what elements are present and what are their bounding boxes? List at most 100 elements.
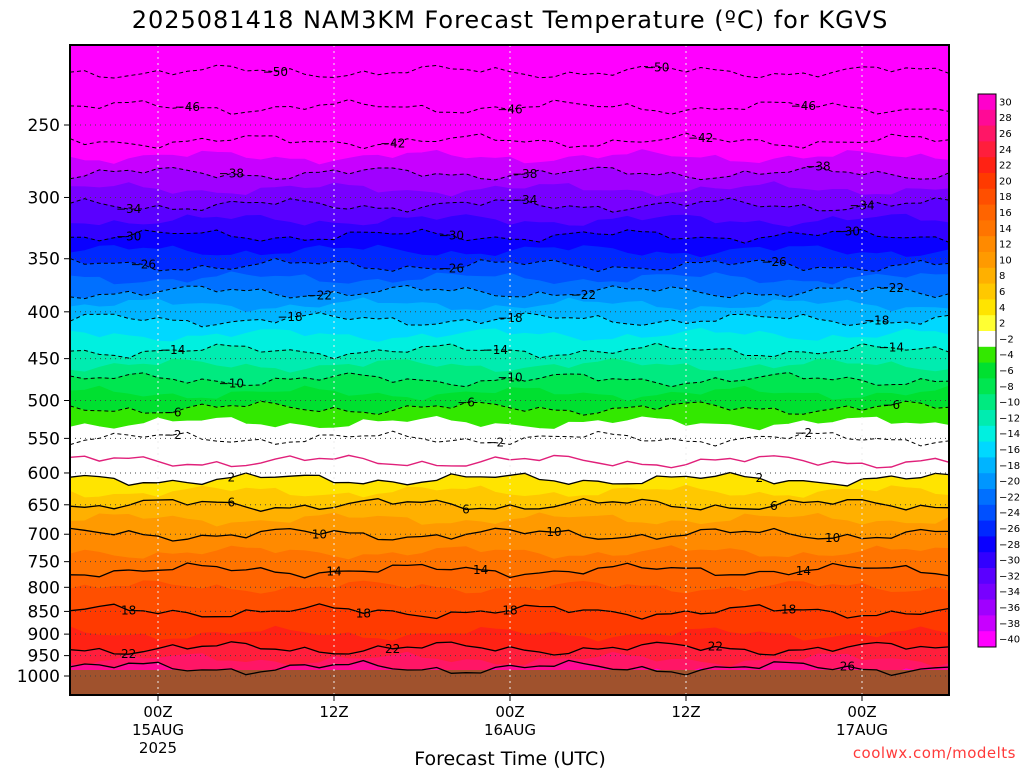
isotherm-14: 14 14 14 [70,562,949,579]
contour-label: −34 [116,202,141,216]
isotherm--10: −10 −10 [70,371,949,391]
colorbar-swatch [978,536,996,553]
colorbar-label: −34 [999,587,1020,598]
colorbar-swatch [978,457,996,474]
contour-label: 18 [121,603,136,617]
contour-label: −26 [761,255,786,269]
isotherm-line [70,471,949,487]
contour-label: −34 [849,198,874,212]
colorbar-label: 6 [999,287,1005,298]
contour-label: 6 [228,496,236,510]
colorbar-label: −28 [999,540,1020,551]
isotherm-line [70,165,949,181]
x-tick-label: 00Z [143,703,172,721]
x-tick-label: 12Z [319,703,348,721]
contour-label: 10 [825,531,840,545]
colorbar-label: −32 [999,571,1020,582]
colorbar-swatch [978,378,996,395]
colorbar-swatch [978,141,996,158]
colorbar-label: −18 [999,461,1020,472]
contour-label: −2 [486,436,504,450]
contour-label: −22 [879,281,904,295]
isotherm--34: −34 −34 −34 [70,193,949,216]
colorbar-swatch [978,173,996,190]
y-tick-label: 750 [28,553,60,573]
isotherm-line [70,430,949,447]
colorbar-label: −22 [999,492,1020,503]
colorbar-swatch [978,267,996,284]
colorbar-label: −12 [999,413,1020,424]
contour-label: −30 [439,228,464,242]
contour-label: −26 [131,257,156,271]
contour-label: 6 [770,499,778,513]
colorbar-label: −38 [999,619,1020,630]
contour-label: 18 [356,606,371,620]
isotherm-line [70,64,949,79]
contour-label: −10 [219,377,244,391]
y-tick-label: 950 [28,647,60,667]
colorbar-label: 26 [999,129,1012,140]
x-axis-label: Forecast Time (UTC) [414,748,605,768]
contour-label: −22 [307,288,332,302]
contour-label: 18 [781,603,796,617]
colorbar-label: 2 [999,319,1005,330]
contour-label: −2 [794,426,812,440]
colorbar-swatch [978,94,996,111]
y-tick-label: 600 [28,464,60,484]
colorbar-swatch [978,425,996,442]
contour-label: −38 [219,167,244,181]
isotherm-line [70,312,949,328]
colorbar-swatch [978,631,996,648]
contour-label: −6 [164,405,182,419]
isotherm--22: −22 −22 −22 [70,281,949,302]
contour-label: 14 [326,564,341,578]
contour-label: 14 [473,563,488,577]
colorbar-swatch [978,410,996,427]
y-tick-label: 1000 [17,667,60,687]
plot-area [70,45,949,695]
contour-label: 10 [546,525,561,539]
contour-label: −50 [263,65,288,79]
colorbar-swatch [978,568,996,585]
contour-label: −10 [497,371,522,385]
colorbar-label: 8 [999,271,1005,282]
x-tick-date: 15AUG [132,721,184,739]
y-tick-label: 700 [28,525,60,545]
colorbar-swatch [978,489,996,506]
contour-label: −42 [380,136,405,150]
isotherm--6: −6 −6 −6 [70,395,949,419]
colorbar-label: −14 [999,429,1020,440]
contour-label: 10 [312,528,327,542]
isotherm-line [70,228,949,244]
isotherm--18: −18 −18 −18 [70,310,949,328]
isotherm-line [70,659,949,677]
x-tick-label: 12Z [671,703,700,721]
credit-text: coolwx.com/modelts [853,744,1016,762]
colorbar-label: −24 [999,508,1020,519]
colorbar-label: 20 [999,176,1012,187]
colorbar-swatch [978,283,996,300]
contour-label: 2 [756,471,764,485]
x-tick-date: 17AUG [836,721,888,739]
isotherm-line [70,562,949,579]
y-tick-label: 450 [28,350,60,370]
contour-label: −30 [116,229,141,243]
colorbar: 30 28 26 24 22 20 18 16 14 12 10 8 6 4 2 −2 −4 −6 −8 −10 −12… [977,93,1020,648]
isotherm-line [70,132,949,150]
contour-label: −30 [835,224,860,238]
y-tick-label: 900 [28,625,60,645]
colorbar-swatch [978,441,996,458]
isotherm-10: 10 10 10 [70,525,949,545]
colorbar-label: −8 [999,382,1014,393]
colorbar-label: −30 [999,556,1020,567]
contour-label: 6 [462,502,470,516]
colorbar-label: −2 [999,334,1014,345]
colorbar-swatch [978,362,996,379]
isotherm-lines: −50 −50−46 −46 −46−42 −42−38 −38−38−34−34 −34−… [70,60,949,677]
contour-label: −6 [882,398,900,412]
y-tick-label: 300 [28,188,60,208]
contour-label: −34 [512,193,537,207]
contour-label: −26 [439,262,464,276]
